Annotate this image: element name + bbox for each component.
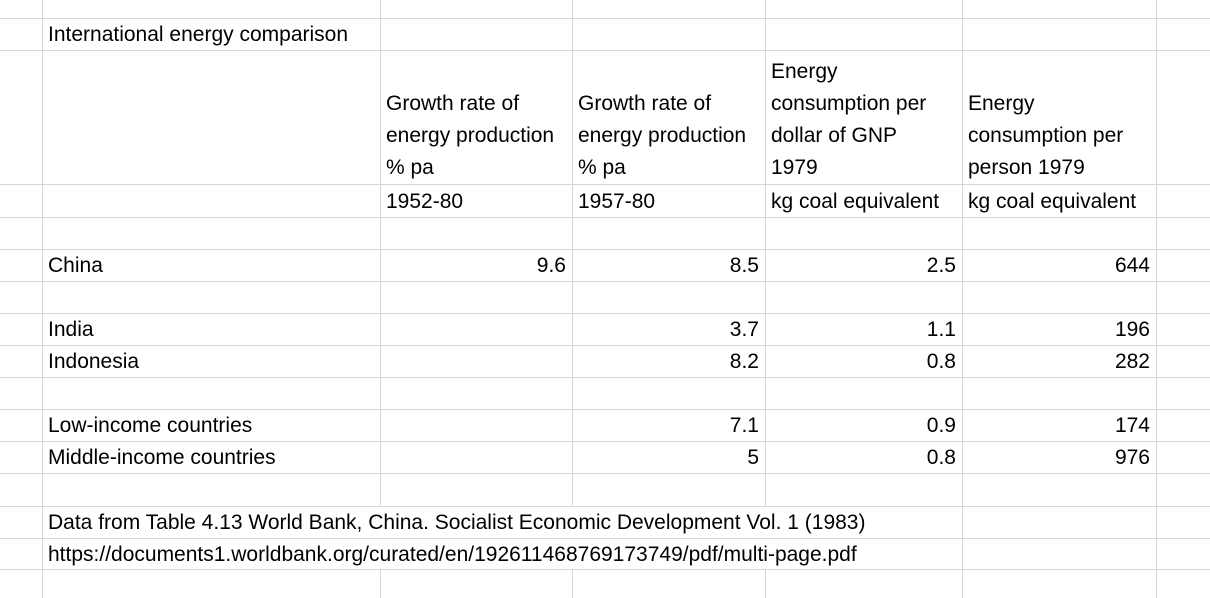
subheader-kg-coal-gnp[interactable]: kg coal equivalent [771,189,940,213]
gridline [962,0,963,598]
gridline [0,50,1210,51]
column-header-consumption-gnp[interactable]: Energy consumption per dollar of GNP 197… [771,60,927,179]
gridline [0,473,1210,474]
row-label-low-income[interactable]: Low-income countries [48,414,253,437]
cell-india-consumption-person[interactable]: 196 [1114,318,1150,341]
gridline [0,409,1210,410]
cell-china-growth-1957-80[interactable]: 8.5 [729,254,759,277]
column-header-growth-1957-80[interactable]: Growth rate of energy production % pa [578,92,747,179]
row-label-middle-income[interactable]: Middle-income countries [48,446,276,469]
cell-low-income-growth-1957-80[interactable]: 7.1 [729,414,759,437]
cell-indonesia-consumption-person[interactable]: 282 [1114,350,1150,373]
gridline [0,249,1210,250]
cell-low-income-consumption-gnp[interactable]: 0.9 [926,414,956,437]
gridline [572,570,573,598]
cell-india-growth-1957-80[interactable]: 3.7 [729,318,759,341]
gridline [0,217,1210,218]
cell-middle-income-consumption-person[interactable]: 976 [1114,446,1150,469]
gridline [380,0,381,506]
cell-indonesia-consumption-gnp[interactable]: 0.8 [926,350,956,373]
gridline [0,184,1210,185]
cell-low-income-consumption-person[interactable]: 174 [1114,414,1150,437]
gridline [572,0,573,506]
gridline [1156,0,1157,598]
column-header-consumption-person[interactable]: Energy consumption per person 1979 [968,92,1124,179]
row-label-india[interactable]: India [48,318,94,341]
row-label-indonesia[interactable]: Indonesia [48,350,140,373]
gridline [0,18,1210,19]
sheet-title-cell[interactable]: International energy comparison [48,23,349,46]
gridline [765,0,766,506]
subheader-kg-coal-person[interactable]: kg coal equivalent [968,189,1137,213]
source-note-cell[interactable]: Data from Table 4.13 World Bank, China. … [48,511,866,534]
row-label-china[interactable]: China [48,254,103,277]
gridline [0,506,1210,507]
gridline [0,281,1210,282]
gridline [0,569,1210,570]
cell-india-consumption-gnp[interactable]: 1.1 [926,318,956,341]
subheader-1957-80[interactable]: 1957-80 [578,189,656,213]
source-url-cell[interactable]: https://documents1.worldbank.org/curated… [48,542,857,566]
gridline [0,345,1210,346]
cell-china-consumption-gnp[interactable]: 2.5 [926,254,956,277]
gridline [0,377,1210,378]
gridline [42,0,43,598]
gridline [380,570,381,598]
gridline [765,570,766,598]
gridline [0,313,1210,314]
cell-china-growth-1952-80[interactable]: 9.6 [536,254,566,277]
gridline [0,538,1210,539]
cell-middle-income-growth-1957-80[interactable]: 5 [747,446,759,469]
column-header-growth-1952-80[interactable]: Growth rate of energy production % pa [386,92,555,179]
cell-china-consumption-person[interactable]: 644 [1114,254,1150,277]
cell-indonesia-growth-1957-80[interactable]: 8.2 [729,350,759,373]
gridline [0,441,1210,442]
cell-middle-income-consumption-gnp[interactable]: 0.8 [926,446,956,469]
subheader-1952-80[interactable]: 1952-80 [386,189,464,213]
